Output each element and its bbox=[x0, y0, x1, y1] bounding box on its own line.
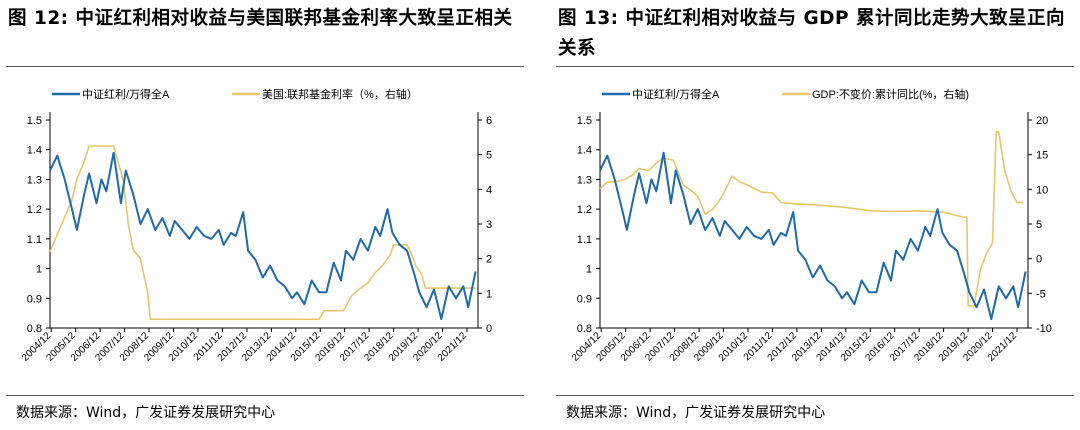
y-left-tick-label: 1 bbox=[586, 264, 592, 276]
y-right-tick-label: 6 bbox=[486, 115, 492, 127]
y-right-tick-label: 15 bbox=[1036, 150, 1048, 162]
figure-panel-left: 图 12: 中证红利相对收益与美国联邦基金利率大致呈正相关 中证红利/万得全A 美… bbox=[0, 0, 530, 430]
y-right-tick-label: 5 bbox=[1036, 219, 1042, 231]
y-left-tick-label: 1.2 bbox=[27, 204, 42, 216]
y-right-tick-label: 0 bbox=[486, 323, 492, 335]
title-rule bbox=[6, 66, 524, 67]
y-left-tick-label: 1.5 bbox=[27, 115, 42, 127]
y-left-tick-label: 1 bbox=[36, 264, 42, 276]
figure-title: 图 12: 中证红利相对收益与美国联邦基金利率大致呈正相关 bbox=[8, 8, 513, 29]
series-line bbox=[49, 145, 476, 321]
legend-label: GDP:不变价:累计同比(%，右轴) bbox=[812, 87, 969, 101]
y-right-tick-label: 1 bbox=[486, 288, 492, 300]
y-right-tick-label: 5 bbox=[486, 150, 492, 162]
y-right-tick-label: 4 bbox=[486, 184, 492, 196]
y-left-tick-label: 0.9 bbox=[577, 293, 592, 305]
y-left-tick-label: 1.1 bbox=[577, 234, 592, 246]
y-left-tick-label: 0.9 bbox=[27, 293, 42, 305]
y-left-tick-label: 1.1 bbox=[27, 234, 42, 246]
legend-label: 美国:联邦基金利率（%，右轴） bbox=[262, 87, 418, 101]
title-rule bbox=[556, 66, 1074, 67]
series-line bbox=[599, 151, 1027, 321]
y-left-tick-label: 0.8 bbox=[577, 323, 592, 335]
y-right-tick-label: 3 bbox=[486, 219, 492, 231]
source-note: 数据来源：Wind，广发证券发展研究中心 bbox=[566, 405, 826, 421]
y-left-tick-label: 1.4 bbox=[577, 145, 592, 157]
y-right-tick-label: -5 bbox=[1036, 288, 1046, 300]
source-rule bbox=[556, 395, 1074, 396]
y-left-tick-label: 1.5 bbox=[577, 115, 592, 127]
y-right-tick-label: 20 bbox=[1036, 115, 1048, 127]
figure-title: 图 13: 中证红利相对收益与 GDP 累计同比走势大致呈正向关系 bbox=[558, 8, 1066, 59]
y-right-tick-label: 0 bbox=[1036, 254, 1042, 266]
y-left-tick-label: 0.8 bbox=[27, 323, 42, 335]
series-line bbox=[599, 130, 1024, 307]
y-right-tick-label: 2 bbox=[486, 254, 492, 266]
y-right-tick-label: -10 bbox=[1036, 323, 1052, 335]
line-chart-fed-rate: 中证红利/万得全A 美国:联邦基金利率（%，右轴） 0.8 0.9 1 1.1 1.2 1.3… bbox=[20, 87, 492, 364]
series-line bbox=[49, 151, 477, 321]
source-note: 数据来源：Wind，广发证券发展研究中心 bbox=[16, 405, 276, 421]
line-chart-gdp: 中证红利/万得全A GDP:不变价:累计同比(%，右轴) 0.8 0.9 1 1.1 1.2… bbox=[570, 87, 1052, 364]
legend-label: 中证红利/万得全A bbox=[632, 87, 720, 101]
y-left-tick-label: 1.3 bbox=[577, 174, 592, 186]
figure-panel-right: 图 13: 中证红利相对收益与 GDP 累计同比走势大致呈正向关系 中证红利/万… bbox=[550, 0, 1080, 430]
legend-label: 中证红利/万得全A bbox=[82, 87, 170, 101]
y-left-tick-label: 1.3 bbox=[27, 174, 42, 186]
y-left-tick-label: 1.2 bbox=[577, 204, 592, 216]
source-rule bbox=[6, 395, 524, 396]
y-left-tick-label: 1.4 bbox=[27, 145, 42, 157]
y-right-tick-label: 10 bbox=[1036, 184, 1048, 196]
